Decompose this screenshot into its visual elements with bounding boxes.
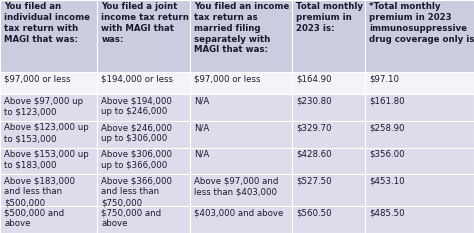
Text: N/A: N/A xyxy=(194,150,209,159)
Text: Total monthly
premium in
2023 is:: Total monthly premium in 2023 is: xyxy=(296,2,363,33)
Text: $194,000 or less: $194,000 or less xyxy=(101,74,173,83)
Bar xyxy=(97,206,190,233)
Text: $97.10: $97.10 xyxy=(369,74,399,83)
Bar xyxy=(292,121,365,148)
Bar xyxy=(0,148,97,174)
Text: $750,000 and
above: $750,000 and above xyxy=(101,209,162,228)
Bar xyxy=(190,94,292,121)
Bar xyxy=(292,72,365,94)
Text: Above $306,000
up to $366,000: Above $306,000 up to $366,000 xyxy=(101,150,173,170)
Text: Above $153,000 up
to $183,000: Above $153,000 up to $183,000 xyxy=(4,150,89,170)
Text: You filed an income
tax return as
married filing
separately with
MAGI that was:: You filed an income tax return as marrie… xyxy=(194,2,289,54)
Text: $403,000 and above: $403,000 and above xyxy=(194,209,283,218)
Bar xyxy=(97,0,190,72)
Text: Above $366,000
and less than
$750,000: Above $366,000 and less than $750,000 xyxy=(101,177,173,207)
Bar xyxy=(292,148,365,174)
Text: $485.50: $485.50 xyxy=(369,209,405,218)
Bar xyxy=(190,72,292,94)
Text: Above $246,000
up to $306,000: Above $246,000 up to $306,000 xyxy=(101,123,173,143)
Text: $329.70: $329.70 xyxy=(296,123,331,132)
Text: Above $194,000
up to $246,000: Above $194,000 up to $246,000 xyxy=(101,97,173,116)
Bar xyxy=(0,72,97,94)
Bar xyxy=(0,174,97,206)
Bar xyxy=(190,0,292,72)
Bar xyxy=(190,148,292,174)
Bar xyxy=(292,174,365,206)
Text: N/A: N/A xyxy=(194,123,209,132)
Bar xyxy=(0,206,97,233)
Bar xyxy=(97,174,190,206)
Text: $258.90: $258.90 xyxy=(369,123,405,132)
Bar xyxy=(97,148,190,174)
Bar xyxy=(97,121,190,148)
Bar xyxy=(365,206,474,233)
Text: N/A: N/A xyxy=(194,97,209,106)
Bar xyxy=(365,0,474,72)
Bar xyxy=(0,0,97,72)
Text: $97,000 or less: $97,000 or less xyxy=(194,74,260,83)
Text: You filed a joint
income tax return
with MAGI that
was:: You filed a joint income tax return with… xyxy=(101,2,189,44)
Text: Above $183,000
and less than
$500,000: Above $183,000 and less than $500,000 xyxy=(4,177,75,207)
Bar xyxy=(190,206,292,233)
Text: $97,000 or less: $97,000 or less xyxy=(4,74,71,83)
Bar xyxy=(292,206,365,233)
Text: $164.90: $164.90 xyxy=(296,74,331,83)
Bar xyxy=(365,148,474,174)
Text: $500,000 and
above: $500,000 and above xyxy=(4,209,64,228)
Bar xyxy=(365,121,474,148)
Bar xyxy=(0,94,97,121)
Text: $527.50: $527.50 xyxy=(296,177,331,186)
Text: Above $123,000 up
to $153,000: Above $123,000 up to $153,000 xyxy=(4,123,89,143)
Text: You filed an
individual income
tax return with
MAGI that was:: You filed an individual income tax retur… xyxy=(4,2,90,44)
Text: $230.80: $230.80 xyxy=(296,97,331,106)
Text: $560.50: $560.50 xyxy=(296,209,331,218)
Text: $161.80: $161.80 xyxy=(369,97,405,106)
Text: Above $97,000 up
to $123,000: Above $97,000 up to $123,000 xyxy=(4,97,83,116)
Text: *Total monthly
premium in 2023
immunosuppressive
drug coverage only is:: *Total monthly premium in 2023 immunosup… xyxy=(369,2,474,44)
Text: Above $97,000 and
less than $403,000: Above $97,000 and less than $403,000 xyxy=(194,177,278,196)
Bar xyxy=(292,94,365,121)
Bar xyxy=(97,72,190,94)
Bar xyxy=(365,174,474,206)
Bar xyxy=(0,121,97,148)
Text: $428.60: $428.60 xyxy=(296,150,331,159)
Text: $356.00: $356.00 xyxy=(369,150,405,159)
Text: $453.10: $453.10 xyxy=(369,177,405,186)
Bar xyxy=(190,121,292,148)
Bar xyxy=(190,174,292,206)
Bar xyxy=(97,94,190,121)
Bar xyxy=(365,94,474,121)
Bar xyxy=(365,72,474,94)
Bar xyxy=(292,0,365,72)
